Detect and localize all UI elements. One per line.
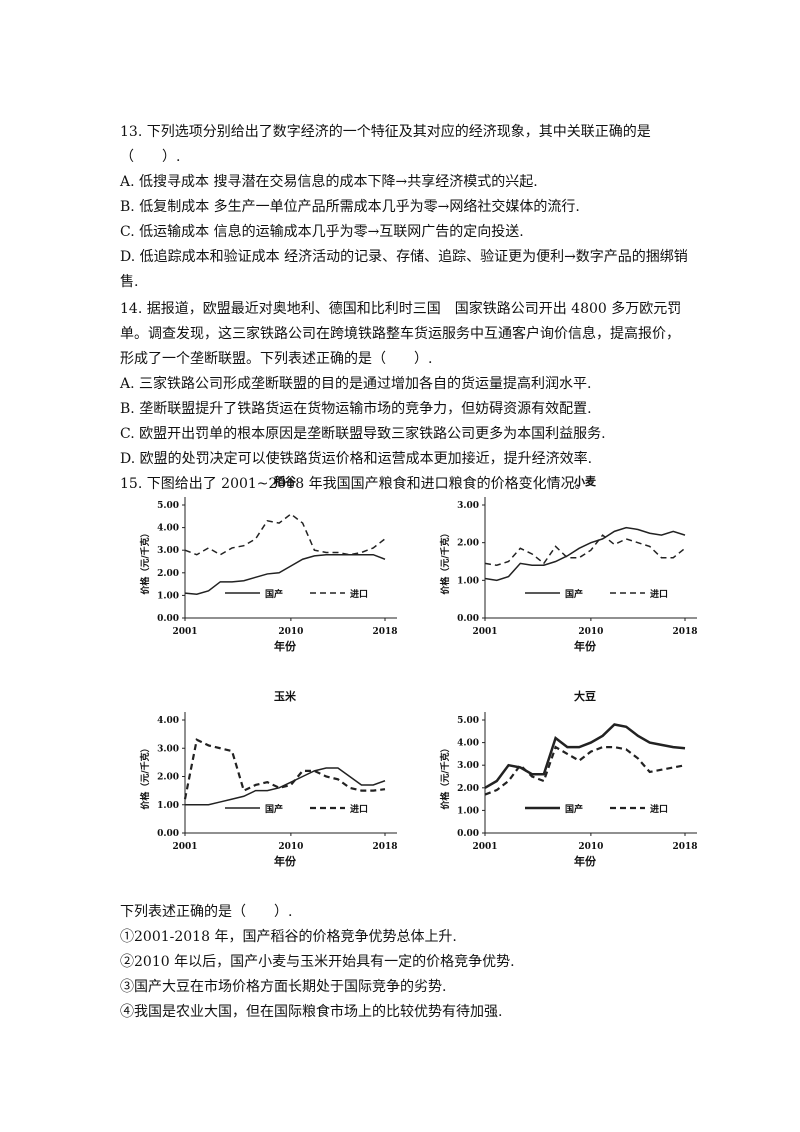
- statement: ④我国是农业大国，但在国际粮食市场上的比较优势有待加强.: [120, 1004, 503, 1020]
- x-tick-label: 2010: [278, 627, 303, 637]
- y-tick-label: 0.00: [157, 614, 179, 624]
- y-tick-label: 3.00: [157, 744, 179, 754]
- y-tick-label: 5.00: [157, 501, 179, 511]
- y-tick-label: 4.00: [157, 716, 179, 726]
- chart: 玉米 0.00 1.00 2.00 3.00 4.00 2001 2010 2018 年份 价格（元…: [139, 689, 398, 868]
- y-tick-label: 1.00: [157, 591, 179, 601]
- question-stem: 15. 下图给出了 2001~2018 年我国国产粮食和进口粮食的价格变化情况。: [120, 476, 589, 492]
- option: C. 低运输成本 信息的运输成本几乎为零→互联网广告的定向投送.: [120, 224, 524, 240]
- x-tick-label: 2001: [172, 842, 197, 852]
- x-tick-label: 2010: [578, 627, 603, 637]
- statement: ①2001-2018 年，国产稻谷的价格竞争优势总体上升.: [120, 929, 457, 945]
- x-tick-label: 2018: [372, 627, 397, 637]
- chart-title: 小麦: [573, 474, 597, 488]
- chart-title: 玉米: [274, 689, 297, 703]
- data-line: [185, 767, 386, 806]
- y-tick-label: 1.00: [457, 576, 479, 586]
- data-line: [484, 526, 686, 582]
- data-line: [484, 534, 686, 567]
- data-line: [484, 745, 686, 796]
- y-tick-label: 2.00: [157, 569, 179, 579]
- y-axis-label: 价格（元/千克）: [439, 743, 451, 809]
- y-tick-label: 2.00: [157, 773, 179, 783]
- question-stem: 14. 据报道，欧盟最近对奥地利、德国和比利时三国 国家铁路公司开出 4800 …: [120, 301, 682, 367]
- x-tick-label: 2010: [278, 842, 303, 852]
- statement: ③国产大豆在市场价格方面长期处于国际竞争的劣势.: [120, 979, 447, 995]
- x-tick-label: 2001: [472, 842, 497, 852]
- chart-figure: 稻谷 0.00 1.00 2.00 3.00 4.00 5.00 2001 2010 2018 年份…: [139, 474, 698, 868]
- y-tick-label: 3.00: [157, 546, 179, 556]
- data-line: [183, 738, 386, 800]
- chart-title: 大豆: [574, 689, 596, 703]
- legend-label: 国产: [265, 588, 283, 600]
- x-axis-label: 年份: [574, 639, 597, 653]
- option: C. 欧盟开出罚单的根本原因是垄断联盟导致三家铁路公司更多为本国利益服务.: [120, 426, 606, 442]
- question-block: 13. 下列选项分别给出了数字经济的一个特征及其对应的经济现象，其中关联正确的是…: [120, 120, 692, 497]
- y-tick-label: 2.00: [457, 539, 479, 549]
- option: B. 低复制成本 多生产一单位产品所需成本几乎为零→网络社交媒体的流行.: [120, 199, 580, 215]
- x-tick-label: 2001: [172, 627, 197, 637]
- legend-label: 国产: [565, 588, 583, 600]
- x-tick-label: 2018: [672, 627, 697, 637]
- x-tick-label: 2001: [472, 627, 497, 637]
- y-tick-label: 0.00: [457, 829, 479, 839]
- y-axis-label: 价格（元/千克）: [139, 528, 151, 594]
- y-tick-label: 1.00: [157, 801, 179, 811]
- y-axis-label: 价格（元/千克）: [439, 528, 451, 594]
- legend-label: 进口: [650, 803, 668, 815]
- data-line: [184, 513, 386, 556]
- option: D. 低追踪成本和验证成本 经济活动的记录、存储、追踪、验证更为便利→数字产品的…: [120, 249, 688, 290]
- y-tick-label: 3.00: [457, 501, 479, 511]
- x-axis-label: 年份: [274, 639, 297, 653]
- legend-label: 进口: [650, 588, 668, 600]
- chart-title: 稻谷: [274, 474, 297, 488]
- question-block: 下列表述正确的是（ ）. ①2001-2018 年，国产稻谷的价格竞争优势总体上…: [120, 900, 692, 1025]
- data-line: [484, 723, 686, 789]
- y-tick-label: 4.00: [157, 524, 179, 534]
- y-tick-label: 2.00: [457, 784, 479, 794]
- option: A. 低搜寻成本 搜寻潜在交易信息的成本下降→共享经济模式的兴起.: [120, 174, 538, 190]
- x-tick-label: 2018: [372, 842, 397, 852]
- x-axis-label: 年份: [274, 854, 297, 868]
- y-axis-label: 价格（元/千克）: [139, 743, 151, 809]
- y-tick-label: 5.00: [457, 716, 479, 726]
- question-stem: 下列表述正确的是（ ）.: [120, 904, 293, 920]
- legend-label: 国产: [265, 803, 283, 815]
- question-stem: 13. 下列选项分别给出了数字经济的一个特征及其对应的经济现象，其中关联正确的是…: [120, 124, 651, 165]
- y-tick-label: 0.00: [457, 614, 479, 624]
- chart: 小麦 0.00 1.00 2.00 3.00 2001 2010 2018 年份 价格（元/千克）…: [439, 474, 698, 653]
- y-tick-label: 1.00: [457, 806, 479, 816]
- option: A. 三家铁路公司形成垄断联盟的目的是通过增加各自的货运量提高利润水平.: [120, 376, 592, 392]
- x-tick-label: 2018: [672, 842, 697, 852]
- chart: 稻谷 0.00 1.00 2.00 3.00 4.00 5.00 2001 2010 2018 年份…: [139, 474, 398, 653]
- chart: 大豆 0.00 1.00 2.00 3.00 4.00 5.00 2001 2010 2018 年份…: [439, 689, 698, 868]
- option: B. 垄断联盟提升了铁路货运在货物运输市场的竞争力，但妨碍资源有效配置.: [120, 401, 592, 417]
- y-tick-label: 0.00: [157, 829, 179, 839]
- y-tick-label: 3.00: [457, 761, 479, 771]
- y-tick-label: 4.00: [457, 739, 479, 749]
- legend-label: 国产: [565, 803, 583, 815]
- option: D. 欧盟的处罚决定可以使铁路货运价格和运营成本更加接近，提升经济效率.: [120, 451, 593, 467]
- legend-label: 进口: [350, 803, 368, 815]
- x-axis-label: 年份: [574, 854, 597, 868]
- statement: ②2010 年以后，国产小麦与玉米开始具有一定的价格竞争优势.: [120, 954, 515, 970]
- legend-label: 进口: [350, 588, 368, 600]
- x-tick-label: 2010: [578, 842, 603, 852]
- data-line: [184, 553, 386, 596]
